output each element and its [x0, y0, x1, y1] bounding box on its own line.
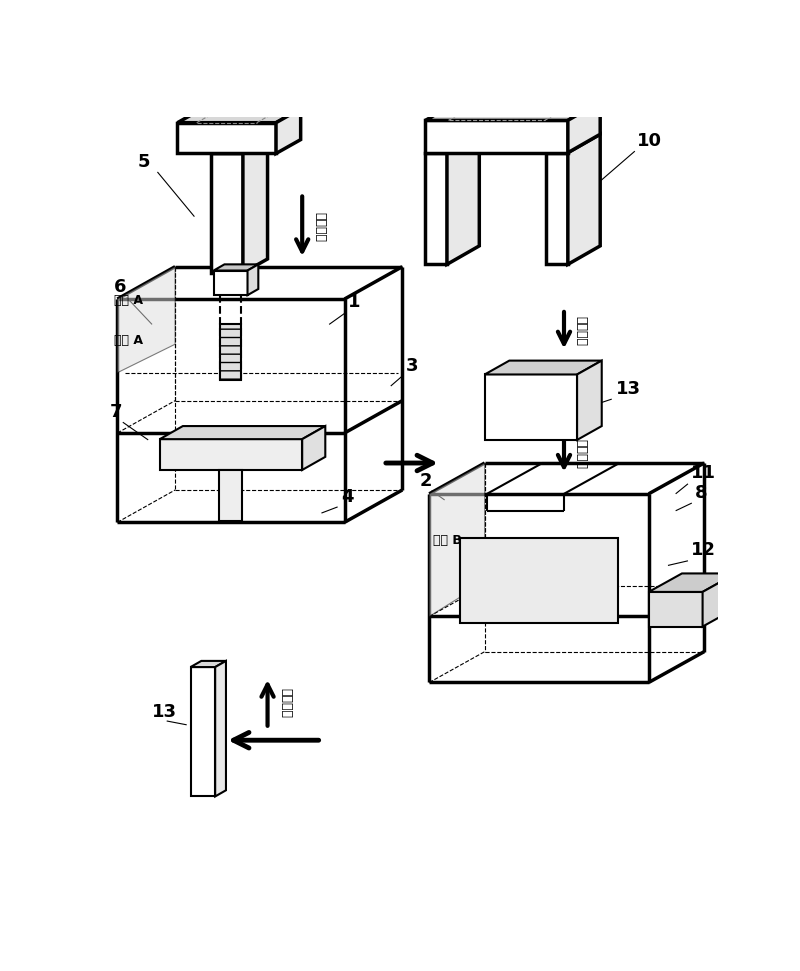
Polygon shape [485, 375, 577, 440]
Text: 10: 10 [637, 132, 662, 150]
Text: 截面 B: 截面 B [433, 534, 462, 547]
Polygon shape [276, 109, 301, 153]
Polygon shape [178, 122, 276, 153]
Polygon shape [118, 267, 175, 373]
Text: 9: 9 [679, 591, 692, 610]
Polygon shape [214, 264, 258, 271]
Polygon shape [702, 574, 736, 626]
Polygon shape [546, 134, 600, 152]
Polygon shape [649, 592, 702, 626]
Text: 锁带方向: 锁带方向 [314, 212, 326, 242]
Text: 2: 2 [420, 472, 433, 490]
Polygon shape [546, 152, 568, 264]
Text: 12: 12 [691, 542, 716, 559]
Polygon shape [426, 152, 447, 264]
Polygon shape [577, 360, 602, 440]
Text: 13: 13 [152, 703, 177, 721]
Polygon shape [215, 661, 226, 796]
Text: 截面 A: 截面 A [114, 334, 142, 347]
Text: 正向锁压: 正向锁压 [279, 688, 292, 719]
Polygon shape [210, 140, 267, 153]
Polygon shape [160, 426, 326, 439]
Text: 3: 3 [406, 356, 418, 375]
Polygon shape [485, 360, 602, 375]
Text: 11: 11 [691, 464, 716, 483]
Polygon shape [426, 102, 600, 120]
Polygon shape [568, 134, 600, 264]
Polygon shape [247, 264, 258, 295]
Polygon shape [447, 134, 479, 264]
Polygon shape [210, 153, 243, 273]
Polygon shape [190, 661, 226, 667]
Text: 8: 8 [695, 484, 707, 502]
Text: 6: 6 [114, 278, 126, 296]
Polygon shape [426, 120, 568, 152]
Polygon shape [430, 463, 485, 617]
Text: 7: 7 [110, 403, 122, 420]
Polygon shape [426, 134, 479, 152]
Polygon shape [160, 439, 302, 470]
Polygon shape [568, 102, 600, 152]
Text: 向锁方向: 向锁方向 [574, 439, 588, 469]
Text: 1: 1 [349, 293, 361, 312]
Polygon shape [219, 470, 242, 520]
Polygon shape [190, 667, 215, 796]
Text: 锁带方向: 锁带方向 [574, 316, 588, 346]
Text: 截面 A: 截面 A [114, 293, 142, 307]
Text: 4: 4 [341, 487, 354, 506]
Polygon shape [178, 109, 301, 122]
Polygon shape [649, 574, 736, 592]
Polygon shape [302, 426, 326, 470]
Polygon shape [214, 271, 247, 295]
Text: 13: 13 [616, 380, 642, 398]
Polygon shape [243, 140, 267, 273]
Polygon shape [220, 324, 242, 380]
Polygon shape [460, 539, 618, 623]
Text: 5: 5 [138, 152, 150, 171]
